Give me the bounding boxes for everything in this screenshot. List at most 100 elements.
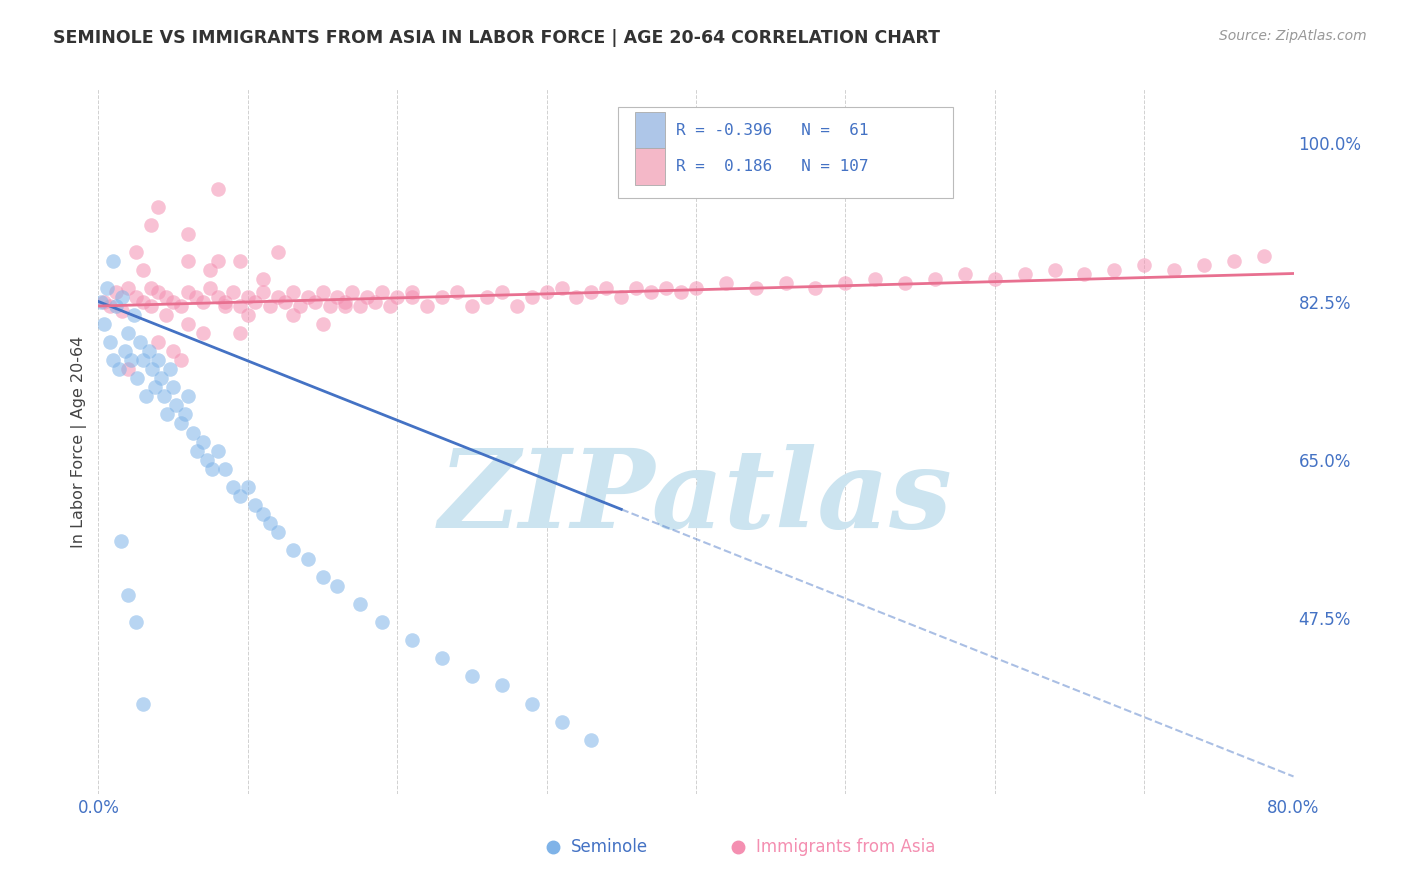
Point — [775, 277, 797, 291]
Point — [148, 200, 170, 214]
Point — [401, 285, 423, 300]
Point — [165, 398, 187, 412]
Point — [117, 281, 139, 295]
Point — [506, 299, 529, 313]
Point — [281, 308, 304, 322]
Point — [595, 281, 617, 295]
Point — [177, 253, 200, 268]
Point — [184, 290, 207, 304]
Point — [1253, 249, 1275, 263]
Point — [311, 570, 333, 584]
Point — [416, 299, 439, 313]
Point — [236, 290, 259, 304]
Point — [200, 263, 222, 277]
Point — [745, 281, 768, 295]
Point — [162, 344, 184, 359]
Point — [311, 317, 333, 331]
Text: R =  0.186   N = 107: R = 0.186 N = 107 — [676, 159, 868, 174]
Point — [141, 362, 163, 376]
Text: R = -0.396   N =  61: R = -0.396 N = 61 — [676, 122, 868, 137]
Point — [105, 285, 128, 300]
Point — [461, 669, 484, 683]
Point — [177, 285, 200, 300]
Point — [132, 697, 155, 711]
Point — [364, 294, 387, 309]
Point — [252, 507, 274, 521]
Point — [197, 452, 219, 467]
Point — [207, 290, 229, 304]
Point — [139, 218, 162, 232]
FancyBboxPatch shape — [636, 112, 665, 148]
Point — [430, 290, 453, 304]
Text: Source: ZipAtlas.com: Source: ZipAtlas.com — [1219, 29, 1367, 43]
Point — [520, 697, 543, 711]
Point — [1163, 263, 1185, 277]
Point — [125, 290, 148, 304]
Point — [229, 326, 252, 340]
Point — [640, 285, 662, 300]
Point — [105, 299, 128, 313]
Point — [385, 290, 409, 304]
Point — [461, 299, 484, 313]
Point — [1073, 268, 1095, 282]
Point — [214, 299, 236, 313]
Point — [714, 277, 737, 291]
Point — [124, 308, 146, 322]
Point — [207, 253, 229, 268]
Point — [108, 362, 131, 376]
Point — [139, 281, 162, 295]
Point — [177, 389, 200, 403]
Point — [236, 480, 259, 494]
Point — [1133, 259, 1156, 273]
Point — [110, 533, 132, 548]
Point — [229, 253, 252, 268]
Point — [162, 380, 184, 394]
Point — [356, 290, 378, 304]
Point — [371, 285, 394, 300]
Point — [252, 272, 274, 286]
Point — [401, 633, 423, 648]
Point — [148, 335, 170, 350]
Point — [267, 524, 290, 539]
Point — [177, 317, 200, 331]
Point — [581, 285, 603, 300]
Point — [222, 480, 245, 494]
Point — [132, 353, 155, 368]
Point — [259, 516, 281, 530]
Point — [155, 290, 177, 304]
Point — [150, 371, 173, 385]
Point — [281, 285, 304, 300]
Point — [274, 294, 297, 309]
Point — [281, 543, 304, 558]
Point — [207, 181, 229, 195]
Point — [550, 281, 572, 295]
Point — [297, 290, 319, 304]
Y-axis label: In Labor Force | Age 20-64: In Labor Force | Age 20-64 — [72, 335, 87, 548]
Point — [111, 290, 134, 304]
Point — [1043, 263, 1066, 277]
Point — [245, 498, 267, 512]
Point — [536, 285, 558, 300]
Point — [117, 326, 139, 340]
Point — [201, 461, 224, 475]
Point — [129, 335, 152, 350]
Point — [626, 281, 648, 295]
Point — [132, 263, 155, 277]
Point — [333, 294, 356, 309]
Point — [191, 294, 214, 309]
Point — [236, 308, 259, 322]
Point — [491, 678, 513, 692]
Point — [319, 299, 342, 313]
Point — [371, 615, 394, 630]
Point — [207, 443, 229, 458]
Point — [143, 380, 166, 394]
Point — [169, 299, 191, 313]
Point — [96, 281, 118, 295]
Point — [125, 615, 148, 630]
Point — [177, 227, 200, 241]
Point — [222, 285, 245, 300]
Point — [581, 732, 603, 747]
Point — [655, 281, 678, 295]
Point — [326, 290, 349, 304]
Point — [1104, 263, 1126, 277]
